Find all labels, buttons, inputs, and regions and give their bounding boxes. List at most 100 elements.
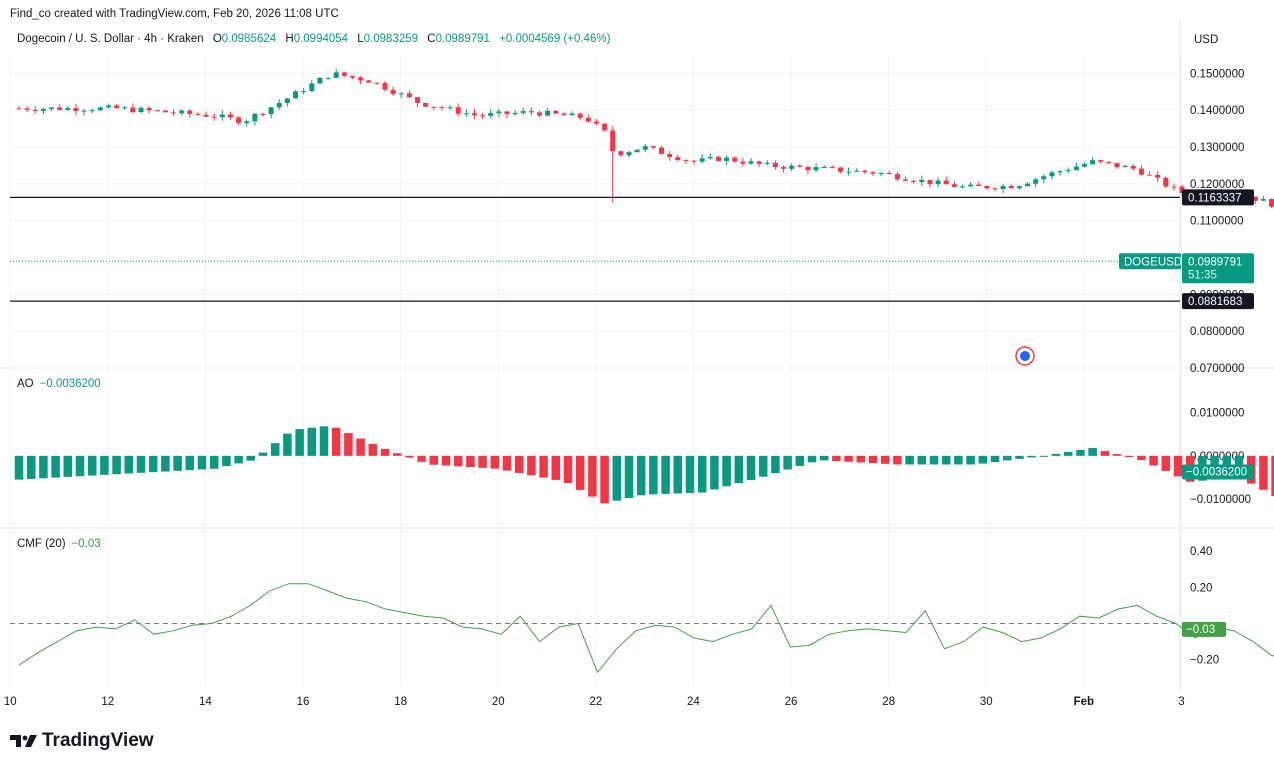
- ao-bar: [941, 455, 951, 465]
- candle-body: [463, 113, 469, 115]
- time-tick-label: 3: [1178, 696, 1184, 708]
- event-flag-icon-inner: [1020, 351, 1030, 361]
- candle-body: [293, 91, 299, 99]
- ao-bar: [453, 455, 463, 467]
- candle-body: [341, 72, 347, 76]
- candle-body: [488, 113, 494, 116]
- currency-label[interactable]: USD: [1194, 34, 1219, 46]
- time-tick-label: Feb: [1074, 696, 1094, 708]
- ao-bar: [1173, 455, 1183, 477]
- ao-bar: [1112, 454, 1122, 456]
- price-tick-label: 0.1300000: [1190, 142, 1244, 154]
- candle-body: [1130, 165, 1136, 169]
- candle-body: [854, 170, 860, 172]
- candle-body: [24, 108, 30, 110]
- ao-bar: [1076, 449, 1085, 456]
- created-caption: Find_co created with TradingView.com, Fe…: [10, 8, 339, 20]
- ao-bar: [588, 455, 597, 497]
- candle-body: [496, 111, 502, 114]
- ao-bar: [478, 455, 487, 468]
- ao-bar: [563, 455, 573, 484]
- ao-bar: [148, 455, 158, 473]
- ao-bar: [710, 455, 719, 490]
- candle-body: [732, 157, 738, 162]
- candle-body: [325, 77, 331, 79]
- current-price-tag: [1182, 253, 1254, 284]
- tradingview-logo-text: TradingView: [42, 730, 154, 751]
- candle-body: [1163, 177, 1169, 187]
- candle-body: [480, 115, 486, 117]
- candle-body: [642, 146, 648, 150]
- candle-body: [1155, 174, 1161, 178]
- ao-bar: [954, 455, 963, 465]
- candle-body: [1252, 196, 1258, 201]
- candle-body: [423, 102, 429, 107]
- candle-body: [837, 167, 843, 172]
- candle-body: [471, 113, 477, 116]
- candle-body: [49, 107, 55, 109]
- symbol-title: Dogecoin / U. S. Dollar · 4h · Kraken: [17, 33, 204, 45]
- candle-body: [1147, 174, 1153, 176]
- ao-bar: [209, 455, 219, 469]
- ao-bar: [51, 455, 60, 478]
- time-tick-label: 10: [4, 696, 17, 708]
- high-label: H: [285, 33, 294, 45]
- ao-bar: [624, 455, 634, 498]
- candle-body: [610, 130, 616, 152]
- cmf-tick-label: −0.20: [1190, 655, 1219, 667]
- ao-bar: [124, 455, 134, 474]
- candle-body: [40, 108, 46, 111]
- ao-bar: [1161, 455, 1171, 471]
- candle-body: [1269, 199, 1274, 207]
- ao-bar: [1124, 455, 1134, 458]
- ao-bar: [1015, 455, 1024, 459]
- support-price-label: 0.0881683: [1188, 296, 1242, 308]
- ao-bar: [722, 455, 731, 487]
- candle-body: [561, 113, 567, 116]
- candle-body: [1016, 186, 1022, 189]
- ao-bar: [758, 455, 768, 477]
- ao-bar: [527, 455, 536, 476]
- ao-bar: [868, 455, 878, 464]
- ao-bar: [39, 455, 48, 479]
- ao-bar: [832, 455, 841, 462]
- ao-bar: [746, 455, 756, 480]
- candle-body: [667, 154, 673, 158]
- tradingview-logo[interactable]: TradingView: [10, 730, 154, 752]
- resistance-price-tag: [1182, 189, 1254, 206]
- candle-body: [89, 110, 95, 112]
- ao-bar: [246, 455, 256, 461]
- candle-body: [1098, 160, 1104, 162]
- ao-bar: [1259, 455, 1268, 490]
- ao-bar: [100, 455, 109, 475]
- candle-body: [919, 179, 925, 183]
- time-tick-label: 26: [785, 696, 798, 708]
- price-tick-label: 0.0700000: [1190, 363, 1244, 375]
- ao-bar: [551, 455, 561, 480]
- candle-body: [626, 152, 632, 156]
- cmf-tick-label: 0.40: [1190, 546, 1212, 558]
- candle-body: [333, 72, 339, 78]
- candle-body: [764, 162, 770, 164]
- ao-bar: [783, 455, 792, 470]
- ao-bar: [75, 455, 85, 477]
- candle-body: [553, 110, 559, 114]
- candle-body: [789, 165, 795, 169]
- ao-bar: [502, 455, 512, 471]
- candle-body: [976, 184, 982, 187]
- candle-body: [1171, 186, 1177, 188]
- candle-body: [431, 106, 437, 108]
- ao-bar: [856, 455, 866, 463]
- candle-body: [935, 180, 941, 185]
- resistance-price-label: 0.1163337: [1188, 192, 1242, 204]
- candle-body: [748, 161, 754, 164]
- candle-body: [1106, 161, 1112, 164]
- candle-body: [528, 111, 534, 113]
- ao-bar: [649, 455, 658, 495]
- candle-body: [894, 174, 900, 180]
- candle-body: [805, 166, 811, 171]
- candle-body: [740, 161, 746, 164]
- ao-bar: [685, 455, 695, 494]
- ao-bar: [807, 455, 817, 463]
